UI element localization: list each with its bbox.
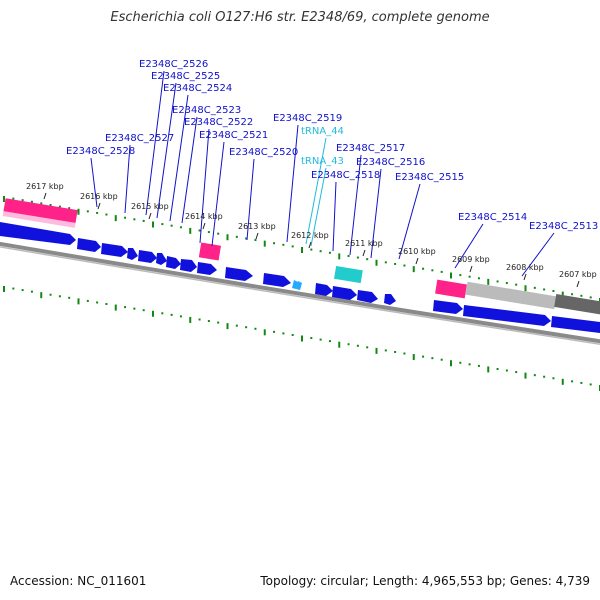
gray-block[interactable]: [554, 294, 600, 315]
trna-arrow[interactable]: [292, 280, 298, 289]
scale-label: 2611 kbp: [345, 239, 383, 248]
gene-arrow[interactable]: [156, 253, 167, 265]
label-leader: [286, 124, 299, 243]
trna-arrow[interactable]: [296, 281, 302, 290]
gene-arrow[interactable]: [127, 248, 138, 260]
scale-ticks-upper: [3, 196, 600, 304]
gene-arrow[interactable]: [138, 250, 157, 263]
scale-leader: [308, 241, 312, 249]
gene-arrows: [0, 222, 600, 333]
label-leader: [246, 158, 255, 241]
gene-label[interactable]: E2348C_2518: [311, 170, 380, 181]
gene-label[interactable]: E2348C_2519: [273, 113, 342, 124]
gene-arrow[interactable]: [315, 283, 333, 296]
highlight-block[interactable]: [198, 242, 221, 261]
scale-leader: [255, 232, 259, 240]
scale-label: 2616 kbp: [80, 192, 118, 201]
scale-label: 2613 kbp: [238, 222, 276, 231]
label-leader: [211, 141, 225, 247]
label-leader: [398, 183, 421, 260]
gene-arrow[interactable]: [180, 259, 197, 272]
gene-arrow[interactable]: [225, 267, 253, 281]
scale-leader: [469, 265, 473, 273]
label-leader: [370, 168, 382, 259]
highlight-block[interactable]: [435, 279, 467, 299]
scale-label: 2607 kbp: [559, 270, 597, 279]
label-leader: [169, 94, 189, 222]
scale-leader: [415, 257, 419, 265]
scale-leader: [43, 192, 47, 200]
label-leader: [305, 137, 327, 245]
label-leader: [310, 167, 327, 247]
label-leader: [90, 157, 98, 208]
gene-label[interactable]: E2348C_2523: [172, 105, 241, 116]
gene-label[interactable]: E2348C_2527: [105, 133, 174, 144]
gene-arrow[interactable]: [384, 294, 396, 305]
gene-label[interactable]: E2348C_2526: [139, 59, 208, 70]
genome-backbone: [0, 241, 600, 344]
gene-label[interactable]: E2348C_2515: [395, 172, 464, 183]
scale-leader: [362, 249, 366, 257]
label-leader: [349, 154, 362, 256]
scale-leader: [202, 222, 206, 230]
label-leader: [521, 232, 555, 277]
gene-label[interactable]: E2348C_2520: [229, 147, 298, 158]
gene-label[interactable]: tRNA_43: [301, 156, 344, 167]
label-leader: [181, 116, 198, 224]
label-leader: [199, 128, 210, 244]
gene-arrow[interactable]: [463, 305, 551, 326]
gene-arrow[interactable]: [77, 238, 101, 252]
gene-arrow[interactable]: [263, 273, 291, 287]
gene-arrow[interactable]: [166, 256, 181, 269]
highlight-block[interactable]: [2, 211, 76, 228]
label-leader: [332, 181, 337, 252]
gene-arrow[interactable]: [197, 262, 217, 275]
genome-backbone-shadow: [0, 246, 600, 345]
accession-text: Accession: NC_011601: [10, 574, 147, 588]
label-leader-lines: [90, 70, 555, 277]
gene-label[interactable]: E2348C_2522: [184, 117, 253, 128]
scale-label: 2614 kbp: [185, 212, 223, 221]
gene-label[interactable]: E2348C_2528: [66, 146, 135, 157]
trna-feature[interactable]: [334, 265, 363, 284]
scale-leader: [576, 280, 580, 288]
gene-arrow[interactable]: [551, 316, 600, 333]
gene-arrow[interactable]: [101, 243, 128, 257]
highlight-block[interactable]: [3, 198, 78, 224]
scale-leader: [97, 202, 101, 210]
gene-label[interactable]: E2348C_2513: [529, 221, 598, 232]
label-leader: [124, 144, 131, 214]
scale-label: 2617 kbp: [26, 182, 64, 191]
gene-label[interactable]: E2348C_2516: [356, 157, 425, 168]
gene-label[interactable]: tRNA_44: [301, 126, 344, 137]
genome-title: Escherichia coli O127:H6 str. E2348/69, …: [110, 10, 490, 25]
gene-arrow[interactable]: [433, 300, 463, 314]
label-leader: [454, 223, 484, 269]
gene-label[interactable]: E2348C_2521: [199, 130, 268, 141]
highlight-features: [2, 198, 600, 315]
label-leader: [156, 82, 177, 219]
gene-label[interactable]: E2348C_2524: [163, 83, 232, 94]
scale-label: 2615 kbp: [131, 202, 169, 211]
scale-leader: [523, 273, 527, 281]
gray-block[interactable]: [465, 281, 557, 310]
gene-label[interactable]: E2348C_2514: [458, 212, 527, 223]
scale-label: 2612 kbp: [291, 231, 329, 240]
gene-arrow[interactable]: [357, 290, 378, 303]
gene-arrow[interactable]: [0, 222, 76, 245]
genome-summary-text: Topology: circular; Length: 4,965,553 bp…: [260, 574, 590, 588]
scale-label: 2610 kbp: [398, 247, 436, 256]
gene-label[interactable]: E2348C_2525: [151, 71, 220, 82]
scale-labels: 2617 kbp 2616 kbp 2615 kbp 2614 kbp 2613 kbp…: [26, 182, 597, 288]
scale-ticks-lower: [3, 286, 600, 391]
label-leader: [145, 70, 165, 216]
scale-label: 2609 kbp: [452, 255, 490, 264]
gene-label[interactable]: E2348C_2517: [336, 143, 405, 154]
gene-arrow[interactable]: [332, 286, 357, 300]
scale-leader: [148, 212, 152, 220]
scale-label: 2608 kbp: [506, 263, 544, 272]
